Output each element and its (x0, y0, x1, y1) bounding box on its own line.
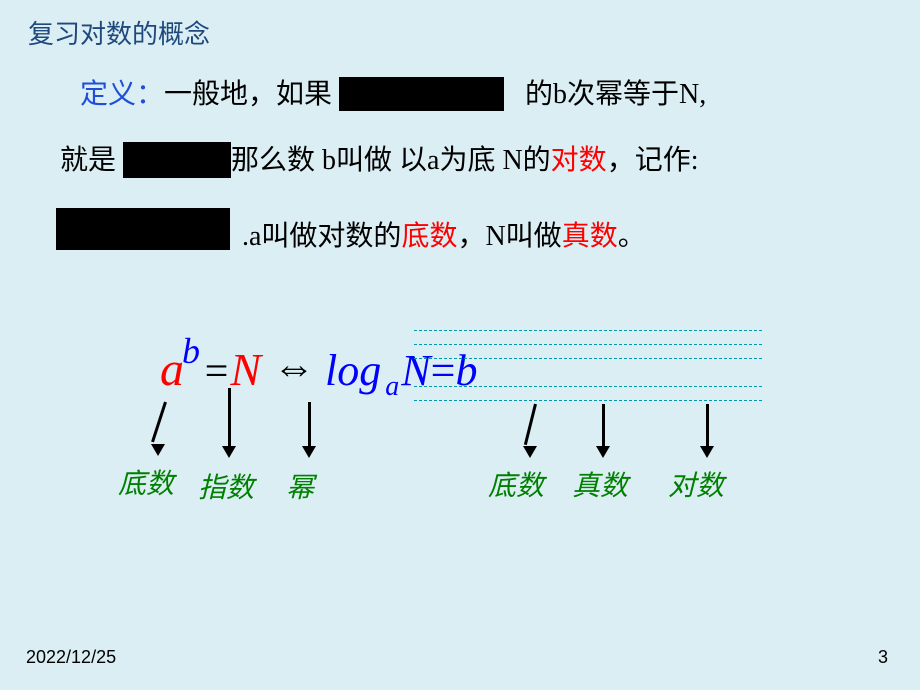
text-segment: 那么数 b叫做 以a为底 N的 (231, 145, 551, 176)
redacted-equation-box (123, 142, 231, 178)
definition-line-2: 就是 那么数 b叫做 以a为底 N的对数，记作: (60, 138, 698, 181)
slide-title: 复习对数的概念 (28, 14, 210, 51)
formula-b2: b (455, 346, 477, 395)
text-segment: 一般地，如果 (164, 79, 332, 110)
footer-date: 2022/12/25 (26, 647, 116, 668)
label-base-right: 底数 (488, 464, 544, 504)
label-antilog: 真数 (572, 464, 628, 504)
definition-line-1: 定义：一般地，如果 的b次幂等于N, (80, 72, 706, 114)
label-exponent: 指数 (198, 466, 254, 506)
label-base-left: 底数 (118, 462, 174, 502)
text-segment: 。 (618, 221, 646, 252)
formula-log-base: a (385, 371, 399, 402)
formula-b-exponent: b (182, 331, 200, 371)
formula-equals-2: = (431, 346, 456, 395)
equiv-symbol: ⇔ (273, 345, 315, 391)
arrow-to-antilog (596, 404, 610, 458)
text-segment: ，记作: (607, 145, 699, 176)
formula-N2: N (401, 346, 430, 395)
text-segment: 就是 (60, 145, 116, 176)
text-segment: 的b次幂等于N, (525, 79, 706, 110)
arrow-to-base-right (534, 404, 537, 458)
formula-log: log (325, 346, 381, 395)
text-segment: .a叫做对数的 (242, 221, 401, 252)
arrow-to-base-left (164, 402, 167, 456)
label-logarithm: 对数 (668, 464, 724, 504)
arrow-to-power (302, 402, 316, 458)
redacted-notation-box (56, 208, 230, 250)
formula-a: a (160, 343, 184, 396)
keyword-definition: 定义： (80, 79, 164, 110)
arrow-to-logarithm (700, 404, 714, 458)
label-power: 幂 (286, 466, 314, 506)
redacted-condition-box (339, 77, 504, 111)
central-formula: ab=N ⇔ logaN=b (160, 342, 477, 397)
definition-line-3: .a叫做对数的底数，N叫做真数。 (242, 214, 646, 254)
keyword-antilog: 真数 (562, 221, 618, 252)
footer-page-number: 3 (878, 647, 888, 668)
keyword-logarithm: 对数 (551, 145, 607, 176)
arrow-to-exponent (222, 388, 236, 458)
keyword-base: 底数 (401, 221, 457, 252)
text-segment: ，N叫做 (457, 221, 561, 252)
